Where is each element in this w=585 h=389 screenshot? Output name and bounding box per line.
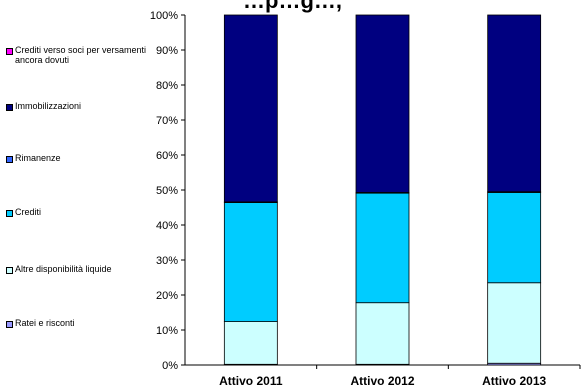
x-tick-label: Attivo 2011 [219,374,283,388]
legend-item: Crediti [6,207,155,217]
legend-item: Ratei e risconti [6,318,155,328]
y-tick-label: 10% [156,325,178,337]
y-tick-label: 60% [156,150,178,162]
legend-swatch [6,321,13,328]
bar-segment [487,282,542,364]
legend-label: Crediti verso soci per versamenti ancora… [15,45,147,65]
legend: Crediti verso soci per versamenti ancora… [6,0,156,389]
legend-label: Ratei e risconti [15,318,75,328]
y-tick-label: 40% [156,220,178,232]
legend-label: Altre disponibilità liquide [15,264,112,274]
legend-swatch [6,104,13,111]
bar-segment [355,14,410,193]
bar-segment [487,14,542,193]
y-tick-label: 50% [156,185,178,197]
y-tick-label: 90% [156,45,178,57]
y-tick-label: 70% [156,115,178,127]
bar-segment [487,192,542,284]
y-tick-label: 0% [162,360,178,372]
bar-segment [223,321,278,365]
bar-segment [355,302,410,365]
bar-segment [223,14,278,203]
legend-swatch [6,156,13,163]
x-tick-label: Attivo 2012 [350,374,414,388]
chart-title: …p…g…, [243,0,342,13]
x-tick-label: Attivo 2013 [482,374,546,388]
legend-label: Rimanenze [15,153,61,163]
legend-swatch [6,267,13,274]
legend-item: Rimanenze [6,153,155,163]
legend-label: Crediti [15,207,42,217]
legend-item: Altre disponibilità liquide [6,264,155,274]
y-tick-label: 80% [156,80,178,92]
legend-item: Crediti verso soci per versamenti ancora… [6,45,155,65]
y-tick-label: 20% [156,290,178,302]
legend-swatch [6,210,13,217]
legend-item: Immobilizzazioni [6,101,155,111]
y-tick-label: 100% [150,10,178,22]
legend-swatch [6,48,13,55]
bar-segment [223,202,278,323]
y-tick-label: 30% [156,255,178,267]
bar-segment [355,192,410,304]
legend-label: Immobilizzazioni [15,101,82,111]
